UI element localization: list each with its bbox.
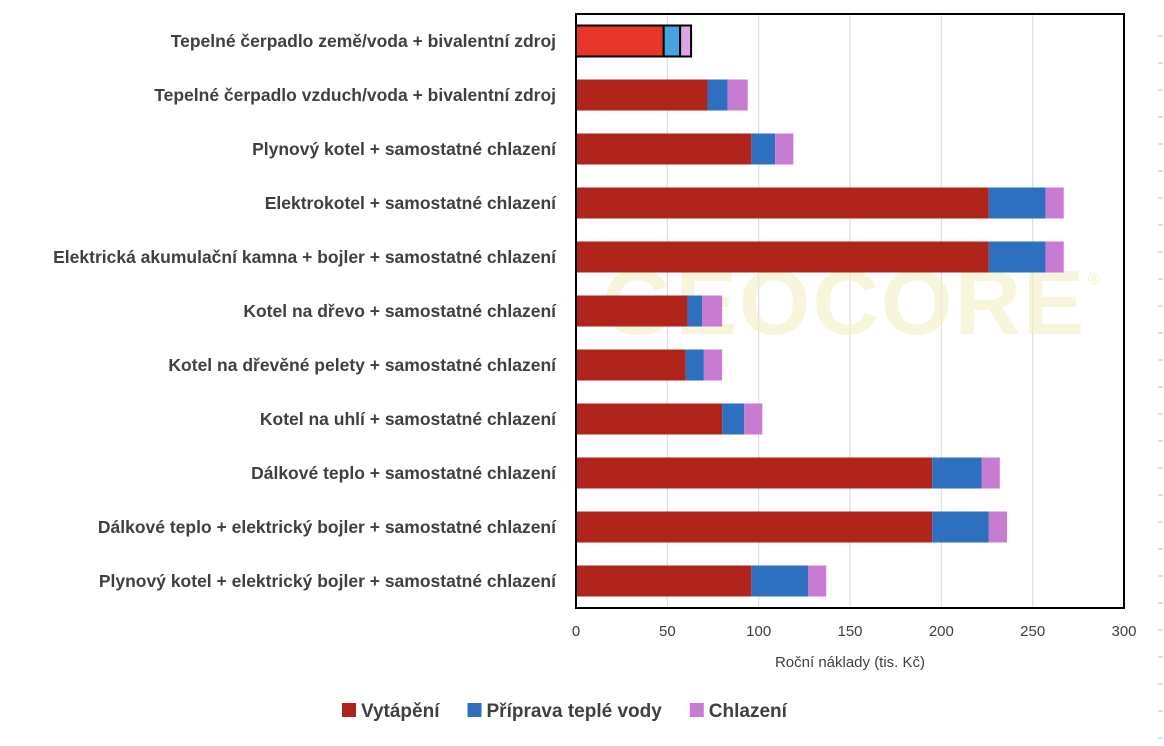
x-tick-label-0: 0 (572, 623, 580, 640)
bar-segment-8-2 (981, 457, 1000, 489)
bars-layer (575, 24, 1064, 597)
bar-segment-5-1 (687, 295, 703, 327)
x-tick-label-5: 250 (1020, 623, 1045, 640)
plot-area-frame (575, 13, 1125, 609)
legend-swatch-2 (689, 703, 704, 717)
legend-label-1: Příprava teplé vody (487, 701, 663, 722)
category-label-9: Dálkové teplo + elektrický bojler + samo… (98, 517, 557, 537)
bar-segment-2-1 (751, 133, 776, 165)
bar-segment-4-2 (1045, 241, 1064, 273)
category-label-4: Elektrická akumulační kamna + bojler + s… (53, 247, 557, 267)
bar-segment-4-1 (988, 241, 1046, 273)
bar-segment-9-1 (932, 511, 989, 543)
bar-segment-8-0 (576, 457, 933, 489)
category-label-8: Dálkové teplo + samostatné chlazení (251, 463, 557, 483)
bar-segment-3-1 (988, 187, 1046, 219)
bar-segment-2-0 (576, 133, 752, 165)
x-axis-tick-labels: 0 50 100 150 200 250 300 (572, 623, 1137, 640)
bar-segment-6-2 (703, 349, 723, 381)
outer-right-dash-marks (1158, 35, 1163, 739)
category-label-2: Plynový kotel + samostatné chlazení (252, 139, 557, 159)
bar-segment-3-2 (1045, 187, 1064, 219)
category-label-5: Kotel na dřevo + samostatné chlazení (243, 301, 557, 321)
bar-segment-10-0 (576, 565, 752, 597)
category-labels: Tepelné čerpadlo země/voda + bivalentní … (53, 31, 557, 591)
bar-segment-1-2 (727, 79, 748, 111)
legend-swatch-0 (342, 703, 356, 717)
category-label-6: Kotel na dřevěné pelety + samostatné chl… (168, 355, 557, 375)
category-label-3: Elektrokotel + samostatné chlazení (265, 193, 557, 213)
legend-swatch-1 (467, 703, 482, 717)
x-axis-title: Roční náklady (tis. Kč) (775, 654, 925, 671)
bar-segment-5-2 (702, 295, 723, 327)
x-tick-label-2: 100 (746, 623, 771, 640)
category-label-10: Plynový kotel + elektrický bojler + samo… (99, 571, 557, 591)
bar-segment-1-0 (576, 79, 708, 111)
bar-segment-5-0 (576, 295, 688, 327)
bar-segment-0-0 (575, 24, 665, 58)
bar-segment-7-0 (576, 403, 723, 435)
bar-segment-7-1 (722, 403, 745, 435)
bar-segment-9-2 (988, 511, 1008, 543)
category-label-0: Tepelné čerpadlo země/voda + bivalentní … (171, 31, 556, 51)
x-tick-label-6: 300 (1111, 623, 1136, 640)
bar-segment-8-1 (932, 457, 982, 489)
bar-segment-1-1 (707, 79, 728, 111)
watermark-registered-mark: ® (1088, 271, 1100, 288)
bar-segment-9-0 (576, 511, 933, 543)
bar-segment-10-1 (751, 565, 808, 597)
legend-label-2: Chlazení (709, 701, 788, 722)
legend: Vytápění Příprava teplé vody Chlazení (342, 701, 788, 722)
legend-label-0: Vytápění (361, 701, 440, 722)
bar-segment-7-2 (744, 403, 763, 435)
bar-segment-0-1 (662, 24, 682, 58)
x-tick-label-1: 50 (659, 623, 676, 640)
bar-segment-4-0 (576, 241, 989, 273)
gridlines (666, 14, 1034, 608)
bar-segment-10-2 (807, 565, 827, 597)
x-tick-label-4: 200 (929, 623, 954, 640)
x-tick-label-3: 150 (837, 623, 862, 640)
bar-segment-3-0 (576, 187, 989, 219)
category-label-1: Tepelné čerpadlo vzduch/voda + bivalentn… (154, 85, 556, 105)
bar-segment-2-2 (775, 133, 794, 165)
category-label-7: Kotel na uhlí + samostatné chlazení (260, 409, 557, 429)
bar-segment-0-2 (679, 24, 693, 58)
bar-segment-6-0 (576, 349, 686, 381)
bar-segment-6-1 (685, 349, 704, 381)
